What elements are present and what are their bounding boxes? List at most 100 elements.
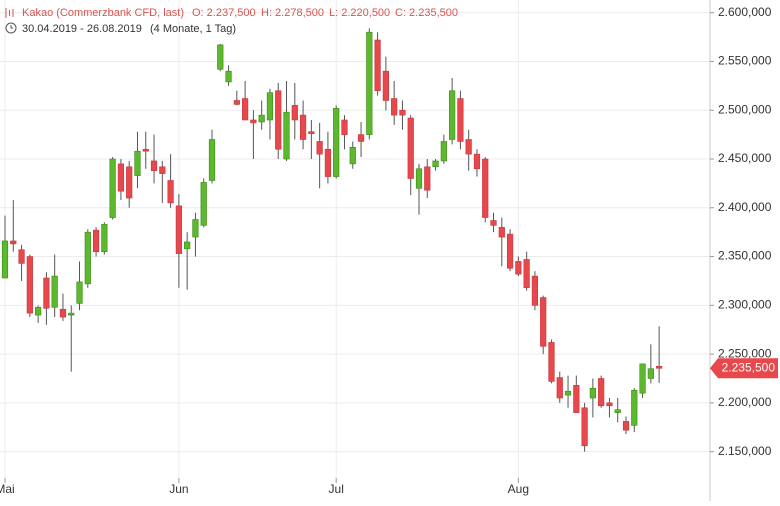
candle-body (490, 220, 497, 226)
candle-body (43, 277, 50, 309)
x-tick-label: Jun (169, 482, 188, 496)
candle-body (598, 378, 605, 407)
candle-body (159, 166, 166, 174)
header: Kakao (Commerzbank CFD, last) O: 2.237,5… (5, 7, 458, 35)
stat-close: C: 2.235,500 (395, 7, 458, 19)
candle-body (142, 148, 149, 152)
axes: 2.150,000 2.200,000 2.250,000 2.300,000 2.35… (0, 5, 778, 496)
candle-body (540, 297, 547, 347)
candle-body (589, 387, 596, 399)
candle-body (225, 70, 232, 83)
stat-high: H: 2.278,500 (261, 7, 324, 19)
candle-body (465, 139, 472, 155)
candle-body (200, 182, 207, 226)
candle-body (382, 70, 389, 101)
candle-body (150, 160, 158, 172)
y-tick-label: 2.500,000 (718, 102, 772, 116)
candle-body (333, 107, 340, 177)
y-tick-label: 2.550,000 (718, 54, 772, 68)
candle-body (117, 163, 125, 192)
candle-body (531, 275, 539, 306)
candle-body (564, 390, 572, 396)
candle-body (622, 421, 630, 431)
candle-body (457, 98, 464, 142)
y-tick-label: 2.400,000 (718, 200, 772, 214)
candle-body (482, 158, 489, 218)
candle-body (449, 90, 456, 140)
candle-body (26, 256, 33, 314)
candle-body (366, 31, 373, 135)
candle-body (275, 90, 282, 150)
candle-body (283, 111, 290, 160)
chart-title: Kakao (Commerzbank CFD, last) (22, 7, 184, 19)
x-tick-label: Mai (0, 482, 15, 496)
period: (4 Monate, 1 Tag) (150, 23, 236, 35)
candle-body (391, 98, 398, 116)
candle-body (556, 377, 563, 399)
candle-body (440, 141, 447, 162)
stat-low: L: 2.220,500 (329, 7, 390, 19)
y-tick-label: 2.250,000 (718, 346, 772, 360)
candle-body (291, 105, 298, 121)
candle-body (399, 109, 406, 116)
candle-body (51, 275, 58, 308)
candle-body (1, 240, 9, 279)
candle-body (374, 39, 381, 92)
y-tick-label: 2.200,000 (718, 395, 772, 409)
candle-body (18, 249, 25, 264)
candle-body (167, 180, 174, 204)
stat-open: O: 2.237,500 (192, 7, 256, 19)
candle-body (548, 342, 555, 382)
x-tick-label: Aug (508, 482, 529, 496)
candle-body (515, 261, 522, 275)
candle-body (415, 168, 423, 189)
candle-body (424, 166, 431, 191)
candle-body (581, 407, 588, 447)
candle-body (10, 240, 17, 245)
candle-body (432, 160, 439, 168)
candle-body (59, 308, 67, 318)
candle-body (349, 147, 356, 165)
candle-body (656, 366, 663, 369)
candle-body (68, 312, 75, 316)
candle-body (498, 226, 505, 238)
candle-body (242, 98, 249, 121)
candle-body (357, 134, 365, 142)
candle-body (250, 119, 257, 124)
candle-body (606, 402, 613, 407)
candle-body (258, 114, 265, 123)
candle-body (473, 153, 481, 170)
candle-body (109, 158, 116, 218)
candle-body (184, 241, 191, 250)
candle-body (126, 166, 133, 199)
y-tick-label: 2.300,000 (718, 298, 772, 312)
candle-body (639, 363, 646, 394)
candle-body (407, 117, 414, 179)
y-tick-label: 2.150,000 (718, 444, 772, 458)
candles (1, 28, 663, 452)
candle-body (631, 389, 638, 426)
candle-body (266, 92, 274, 121)
candle-body (316, 141, 323, 155)
candle-body (84, 231, 91, 285)
candle-body (308, 131, 315, 134)
candle-body (192, 219, 199, 238)
candle-body (217, 44, 224, 70)
candle-body (506, 233, 514, 269)
candle-body (233, 100, 240, 105)
candle-body (208, 139, 216, 181)
candle-body (92, 229, 100, 252)
y-tick-label: 2.350,000 (718, 249, 772, 263)
candle-body (35, 306, 42, 316)
candle-body (324, 148, 332, 177)
y-tick-label: 2.450,000 (718, 151, 772, 165)
grid (0, 0, 710, 478)
candle-body (134, 150, 141, 176)
candle-body (175, 205, 182, 254)
chart-icon (5, 8, 14, 18)
candle-body (299, 114, 307, 140)
candle-body (614, 409, 621, 413)
y-tick-label: 2.600,000 (718, 5, 772, 19)
x-tick-label: Jul (329, 482, 344, 496)
